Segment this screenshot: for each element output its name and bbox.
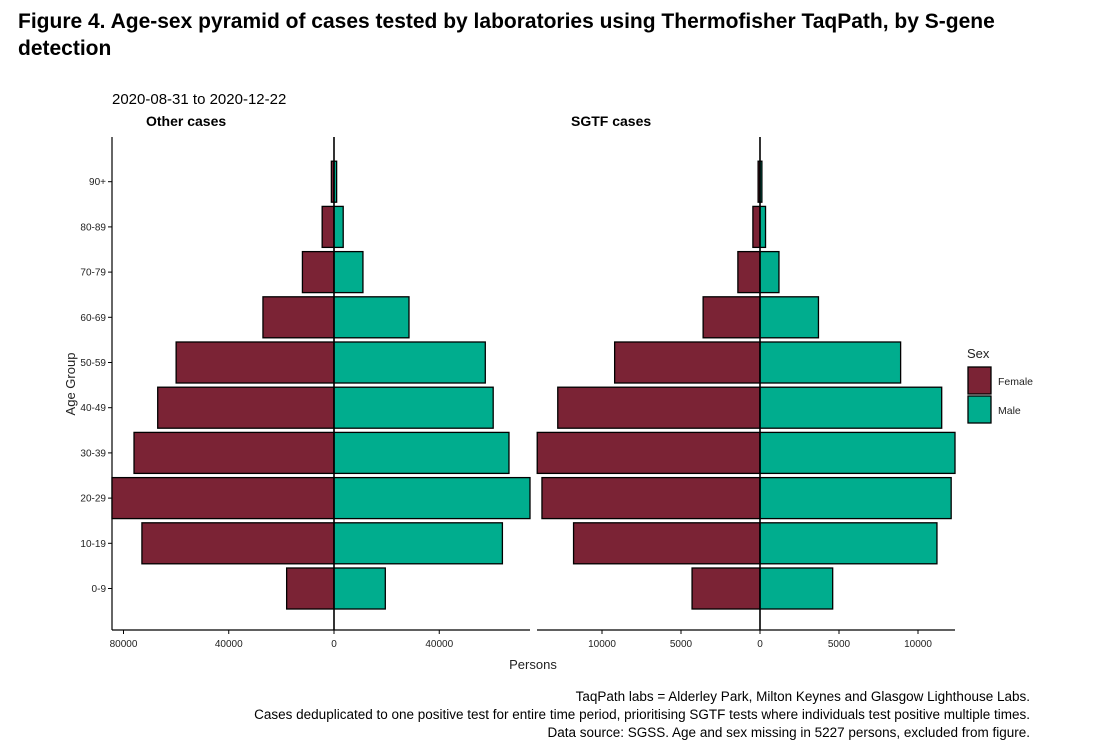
legend: Sex Female Male — [967, 346, 1033, 424]
bar-male-40-49 — [333, 386, 494, 429]
y-tick-label-90+: 90+ — [89, 177, 106, 188]
x-tick-label: 10000 — [904, 639, 932, 650]
figure-title: Figure 4. Age-sex pyramid of cases teste… — [18, 10, 995, 60]
bar-female-70-79 — [737, 250, 761, 294]
bar-male-70-79 — [759, 250, 780, 294]
bar-male-20-29 — [759, 476, 952, 520]
bar-male-10-19 — [333, 522, 504, 565]
x-tick-label: 40000 — [425, 639, 453, 650]
bar-female-30-39 — [133, 431, 335, 475]
legend-title: Sex — [967, 346, 990, 361]
caption-line-labs: TaqPath labs = Alderley Park, Milton Key… — [575, 689, 1030, 704]
panel-sgtf-cases: SGTF cases 10000 5000 0 5000 10000 — [536, 113, 956, 650]
y-axis-title: Age Group — [63, 353, 78, 416]
bar-male-20-29 — [333, 476, 531, 520]
bar-male-40-49 — [759, 386, 943, 429]
panel-title: Other cases — [146, 113, 226, 129]
x-tick-label: 80000 — [110, 639, 138, 650]
y-tick-label-10-19: 10-19 — [80, 539, 106, 550]
figure-caption: TaqPath labs = Alderley Park, Milton Key… — [254, 688, 1030, 742]
y-axis: 0-9 10-19 20-29 30-39 40-49 50-59 60-69 70-79 80… — [80, 137, 113, 630]
x-axis-title: Persons — [509, 657, 557, 672]
bar-female-20-29 — [111, 476, 335, 520]
x-tick-label: 0 — [331, 639, 337, 650]
bar-male-50-59 — [759, 341, 902, 384]
bar-male-30-39 — [333, 431, 510, 475]
x-tick-label: 40000 — [215, 639, 243, 650]
bar-male-70-79 — [333, 250, 364, 294]
bar-male-60-69 — [759, 296, 820, 339]
bar-male-80-89 — [333, 205, 344, 249]
bar-female-50-59 — [613, 341, 761, 384]
bar-male-10-19 — [759, 522, 938, 565]
bar-female-40-49 — [557, 386, 761, 429]
x-tick-label: 5000 — [670, 639, 693, 650]
bar-female-70-79 — [301, 250, 335, 294]
bar-male-80-89 — [759, 205, 767, 249]
caption-line-source: Data source: SGSS. Age and sex missing i… — [547, 725, 1030, 740]
y-tick-label-40-49: 40-49 — [80, 403, 106, 414]
y-tick-label-0-9: 0-9 — [92, 584, 107, 595]
x-tick-label: 5000 — [828, 639, 851, 650]
bar-female-10-19 — [141, 522, 335, 565]
bar-female-50-59 — [175, 341, 335, 384]
y-tick-label-80-89: 80-89 — [80, 222, 106, 233]
panel-title: SGTF cases — [571, 113, 651, 129]
y-tick-label-30-39: 30-39 — [80, 448, 106, 459]
legend-label-male: Male — [998, 405, 1021, 417]
bar-female-0-9 — [285, 567, 335, 610]
legend-label-female: Female — [998, 376, 1033, 388]
age-sex-pyramid-chart: 2020-08-31 to 2020-12-22 0-9 10-19 20-29 30… — [63, 91, 1033, 672]
y-tick-label-70-79: 70-79 — [80, 268, 106, 279]
y-tick-label-50-59: 50-59 — [80, 358, 106, 369]
bar-female-20-29 — [541, 476, 761, 520]
legend-swatch-male — [967, 395, 992, 424]
bar-female-40-49 — [157, 386, 335, 429]
bar-female-10-19 — [572, 522, 761, 565]
bar-female-80-89 — [752, 205, 761, 249]
bar-male-0-9 — [759, 567, 834, 610]
bar-male-0-9 — [333, 567, 386, 610]
y-tick-label-20-29: 20-29 — [80, 494, 106, 505]
x-tick-label: 10000 — [588, 639, 616, 650]
x-tick-label: 0 — [757, 639, 763, 650]
bar-female-0-9 — [691, 567, 761, 610]
legend-swatch-female — [967, 366, 992, 395]
bar-female-60-69 — [702, 296, 761, 339]
y-tick-label-60-69: 60-69 — [80, 313, 106, 324]
bar-female-80-89 — [321, 205, 335, 249]
bar-male-30-39 — [759, 431, 956, 475]
bar-female-30-39 — [536, 431, 761, 475]
bar-male-60-69 — [333, 296, 410, 339]
caption-line-dedup: Cases deduplicated to one positive test … — [254, 707, 1030, 722]
bar-male-50-59 — [333, 341, 486, 384]
bar-female-60-69 — [262, 296, 335, 339]
panel-other-cases: Other cases 80000 40000 0 40000 — [110, 113, 531, 650]
date-range-label: 2020-08-31 to 2020-12-22 — [112, 91, 286, 108]
